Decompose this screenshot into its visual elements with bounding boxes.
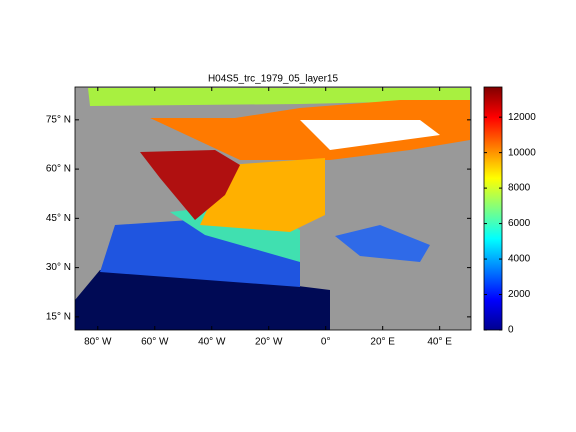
map-field	[75, 87, 471, 330]
lon-tick-label: 0°	[321, 337, 331, 348]
mediterranean-field	[335, 225, 430, 262]
lat-tick-label: 60° N	[46, 164, 71, 175]
labrador-field	[140, 150, 240, 220]
lon-tick-label: 40° W	[198, 337, 226, 348]
no-data	[300, 120, 440, 150]
map-title: H04S5_trc_1979_05_layer15	[208, 74, 339, 85]
colorbar-tick-label: 4000	[508, 254, 531, 265]
lon-tick-label: 40° E	[427, 337, 452, 348]
lat-tick-label: 75° N	[46, 114, 71, 125]
colorbar-tick-label: 12000	[508, 112, 536, 123]
lat-tick-label: 45° N	[46, 213, 71, 224]
lon-tick-label: 20° E	[370, 337, 395, 348]
arctic-field	[88, 88, 470, 106]
colorbar-tick-label: 8000	[508, 183, 531, 194]
map-frame	[74, 86, 472, 331]
colorbar-tick-label: 10000	[508, 147, 536, 158]
lon-tick-label: 80° W	[84, 337, 112, 348]
lon-tick-label: 60° W	[141, 337, 169, 348]
lon-tick-label: 20° W	[255, 337, 283, 348]
subtropic-field	[75, 270, 330, 330]
colorbar	[483, 86, 503, 331]
colorbar-tick-label: 0	[508, 325, 514, 336]
colorbar-tick-label: 6000	[508, 218, 531, 229]
colorbar-tick-label: 2000	[508, 289, 531, 300]
lat-tick-label: 15° N	[46, 312, 71, 323]
lat-tick-label: 30° N	[46, 262, 71, 273]
axes-layer: 80° W 60° W 40° W 20° W 0° 20° E 40° E 15° N 30°…	[46, 87, 536, 348]
